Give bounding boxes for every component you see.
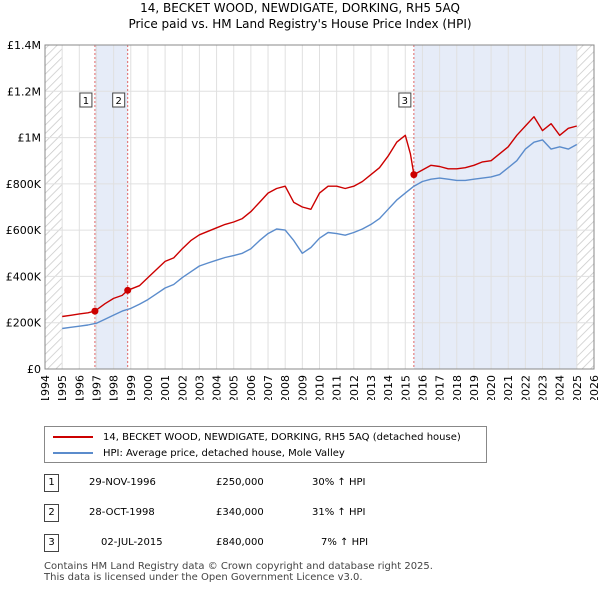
y-tick-label: £1.4M bbox=[7, 39, 41, 52]
x-tick-label: 2017 bbox=[434, 375, 447, 400]
x-tick-label: 2020 bbox=[485, 375, 498, 400]
x-tick-label: 2015 bbox=[399, 375, 412, 400]
y-tick-label: £600K bbox=[6, 224, 42, 237]
sale-label: 3 bbox=[402, 96, 408, 107]
price-chart: 1 2 3 £0 £200K £400K £600K £800K £1M £1.2M £1.4M 1… bbox=[6, 39, 600, 400]
y-tick-label: £800K bbox=[6, 178, 42, 191]
hpi-line bbox=[62, 139, 578, 330]
legend-label-hpi: HPI: Average price, detached house, Mole… bbox=[103, 447, 345, 459]
x-tick-label: 2021 bbox=[502, 375, 515, 400]
sale-label: 2 bbox=[116, 96, 122, 107]
footer-licence: This data is licensed under the Open Gov… bbox=[44, 572, 363, 583]
hatched-region bbox=[576, 45, 594, 369]
table-row: 3 02-JUL-2015 £840,000 7% ↑ HPI bbox=[44, 534, 444, 554]
sale-price: £250,000 bbox=[216, 477, 264, 488]
x-tick-label: 2019 bbox=[468, 375, 481, 400]
sale-date: 02-JUL-2015 bbox=[101, 537, 163, 548]
x-tick-label: 2001 bbox=[159, 375, 172, 400]
x-tick-label: 2004 bbox=[211, 375, 224, 400]
x-tick-label: 1996 bbox=[73, 375, 86, 400]
ownership-shade bbox=[413, 45, 577, 369]
table-row: 2 28-OCT-1998 £340,000 31% ↑ HPI bbox=[44, 504, 444, 524]
x-tick-label: 2009 bbox=[296, 375, 309, 400]
y-tick-label: £1.2M bbox=[7, 85, 41, 98]
x-tick-label: 1995 bbox=[56, 375, 69, 400]
sale-point bbox=[410, 171, 418, 179]
sale-label: 1 bbox=[83, 96, 89, 107]
x-tick-label: 2014 bbox=[382, 375, 395, 400]
x-tick-label: 2006 bbox=[245, 375, 258, 400]
y-tick-label: £400K bbox=[6, 270, 42, 283]
x-tick-label: 2023 bbox=[537, 375, 550, 400]
x-tick-label: 2022 bbox=[519, 375, 532, 400]
sale-point bbox=[91, 307, 99, 315]
x-tick-label: 2018 bbox=[451, 375, 464, 400]
x-tick-label: 2025 bbox=[571, 375, 584, 400]
table-row: 1 29-NOV-1996 £250,000 30% ↑ HPI bbox=[44, 474, 444, 494]
property-price-line bbox=[62, 115, 577, 318]
x-tick-label: 1994 bbox=[39, 375, 52, 400]
sale-point bbox=[124, 286, 132, 294]
sale-hpi-diff: 31% ↑ HPI bbox=[312, 507, 366, 518]
hatched-region bbox=[45, 45, 63, 369]
sale-hpi-diff: 30% ↑ HPI bbox=[312, 477, 366, 488]
x-tick-label: 1999 bbox=[125, 375, 138, 400]
sale-price: £840,000 bbox=[216, 537, 264, 548]
x-tick-label: 2011 bbox=[331, 375, 344, 400]
footer-copyright: Contains HM Land Registry data © Crown c… bbox=[44, 561, 433, 572]
y-tick-label: £1M bbox=[18, 132, 42, 145]
sale-price: £340,000 bbox=[216, 507, 264, 518]
y-tick-label: £0 bbox=[27, 363, 41, 376]
x-tick-label: 2012 bbox=[348, 375, 361, 400]
chart-subtitle: Price paid vs. HM Land Registry's House … bbox=[128, 17, 472, 31]
legend-label-property: 14, BECKET WOOD, NEWDIGATE, DORKING, RH5… bbox=[103, 431, 461, 443]
legend-swatch-property bbox=[53, 436, 93, 438]
sale-hpi-diff: 7% ↑ HPI bbox=[321, 537, 369, 548]
x-tick-label: 2010 bbox=[314, 375, 327, 400]
chart-title: 14, BECKET WOOD, NEWDIGATE, DORKING, RH5… bbox=[140, 1, 460, 15]
x-tick-label: 1998 bbox=[108, 375, 121, 400]
legend-item-hpi: HPI: Average price, detached house, Mole… bbox=[53, 446, 345, 460]
sale-label-box bbox=[79, 92, 93, 108]
x-tick-label: 2026 bbox=[588, 375, 600, 400]
footer: Contains HM Land Registry data © Crown c… bbox=[44, 561, 433, 583]
x-tick-label: 2000 bbox=[142, 375, 155, 400]
x-tick-label: 2002 bbox=[176, 375, 189, 400]
legend-item-property: 14, BECKET WOOD, NEWDIGATE, DORKING, RH5… bbox=[53, 430, 461, 444]
legend-swatch-hpi bbox=[53, 452, 93, 454]
sale-label-box bbox=[398, 92, 412, 108]
x-tick-label: 2008 bbox=[279, 375, 292, 400]
y-tick-label: £200K bbox=[6, 317, 42, 330]
x-tick-label: 2007 bbox=[262, 375, 275, 400]
x-tick-label: 2024 bbox=[554, 375, 567, 400]
legend: 14, BECKET WOOD, NEWDIGATE, DORKING, RH5… bbox=[44, 426, 487, 463]
sale-number: 2 bbox=[44, 504, 59, 522]
sale-label-box bbox=[112, 92, 126, 108]
x-tick-label: 2016 bbox=[416, 375, 429, 400]
x-tick-label: 2005 bbox=[228, 375, 241, 400]
x-tick-label: 1997 bbox=[90, 375, 103, 400]
plot-frame bbox=[44, 44, 595, 370]
sale-date: 28-OCT-1998 bbox=[89, 507, 155, 518]
sale-number: 3 bbox=[44, 534, 59, 552]
x-tick-label: 2003 bbox=[193, 375, 206, 400]
sale-number: 1 bbox=[44, 474, 59, 492]
x-tick-label: 2013 bbox=[365, 375, 378, 400]
sale-date: 29-NOV-1996 bbox=[89, 477, 156, 488]
